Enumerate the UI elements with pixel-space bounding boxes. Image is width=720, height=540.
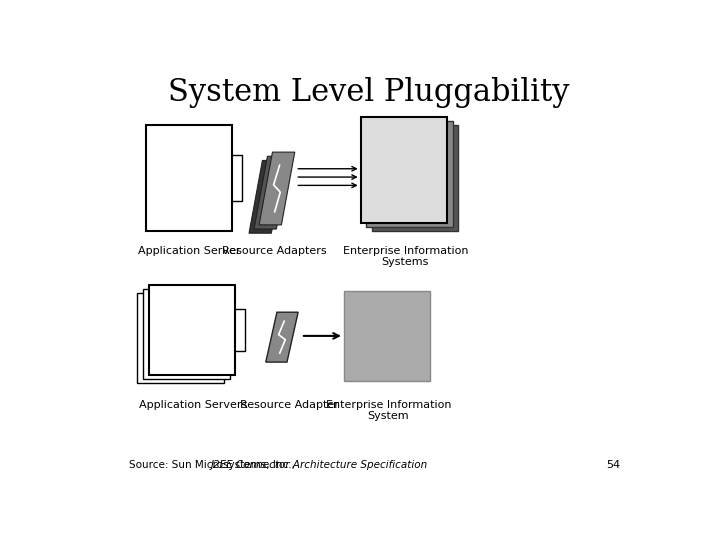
Polygon shape bbox=[254, 156, 289, 229]
Bar bbox=[138, 294, 224, 383]
Bar bbox=[361, 117, 447, 223]
Bar bbox=[148, 285, 235, 375]
Bar bbox=[143, 289, 230, 379]
Text: Application Server: Application Server bbox=[138, 246, 240, 255]
Text: Resource Adapter: Resource Adapter bbox=[240, 400, 339, 409]
Text: Enterprise Information
System: Enterprise Information System bbox=[325, 400, 451, 421]
Text: Enterprise Information
Systems: Enterprise Information Systems bbox=[343, 246, 468, 267]
Text: Source: Sun Microsystems, Inc.,: Source: Sun Microsystems, Inc., bbox=[129, 460, 298, 470]
Text: Application Servers: Application Servers bbox=[139, 400, 248, 409]
Text: System Level Pluggability: System Level Pluggability bbox=[168, 77, 570, 109]
Polygon shape bbox=[259, 152, 294, 225]
Text: Resource Adapters: Resource Adapters bbox=[222, 246, 326, 255]
Bar bbox=[366, 121, 453, 227]
Bar bbox=[372, 125, 459, 231]
Text: 54: 54 bbox=[606, 460, 620, 470]
Text: J2EE Connector Architecture Specification: J2EE Connector Architecture Specificatio… bbox=[210, 460, 428, 470]
Polygon shape bbox=[249, 160, 284, 233]
Polygon shape bbox=[266, 312, 298, 362]
Bar bbox=[344, 292, 431, 381]
Bar bbox=[145, 125, 233, 231]
